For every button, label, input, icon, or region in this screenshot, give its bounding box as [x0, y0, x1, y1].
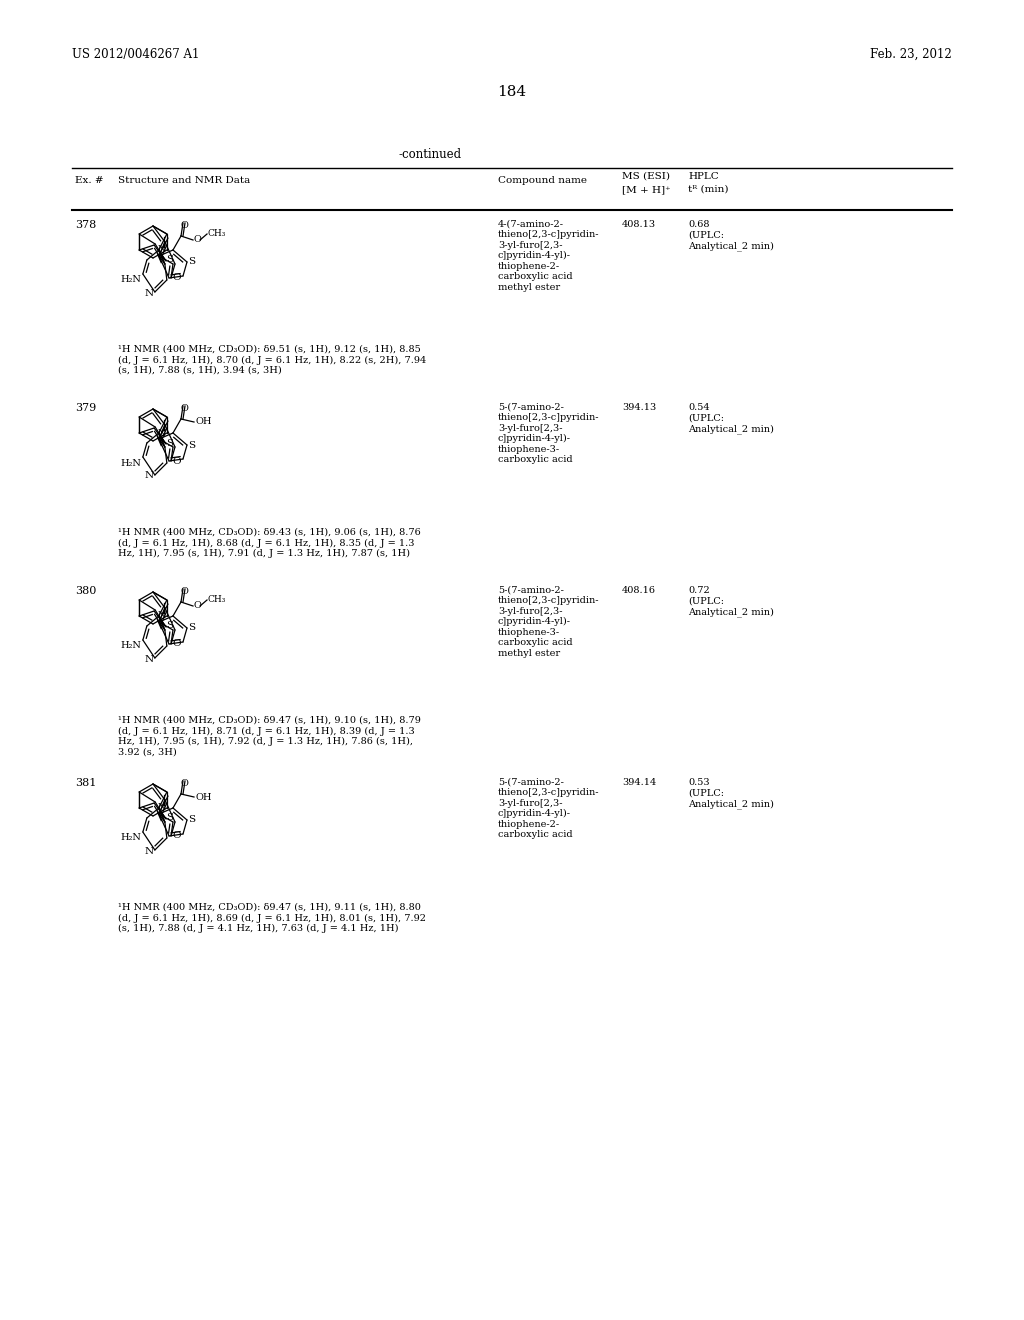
Text: Structure and NMR Data: Structure and NMR Data	[118, 176, 250, 185]
Text: N: N	[144, 471, 154, 480]
Text: N: N	[158, 246, 166, 255]
Text: 0.53
(UPLC:
Analytical_2 min): 0.53 (UPLC: Analytical_2 min)	[688, 777, 774, 809]
Text: Compound name: Compound name	[498, 176, 587, 185]
Text: ¹H NMR (400 MHz, CD₃OD): δ9.47 (s, 1H), 9.10 (s, 1H), 8.79
(d, J = 6.1 Hz, 1H), : ¹H NMR (400 MHz, CD₃OD): δ9.47 (s, 1H), …	[118, 715, 421, 756]
Text: 394.14: 394.14	[622, 777, 656, 787]
Text: 394.13: 394.13	[622, 403, 656, 412]
Text: 379: 379	[75, 403, 96, 413]
Text: ¹H NMR (400 MHz, CD₃OD): δ9.47 (s, 1H), 9.11 (s, 1H), 8.80
(d, J = 6.1 Hz, 1H), : ¹H NMR (400 MHz, CD₃OD): δ9.47 (s, 1H), …	[118, 903, 426, 933]
Text: [M + H]⁺: [M + H]⁺	[622, 185, 671, 194]
Text: N: N	[144, 289, 154, 297]
Text: S: S	[188, 441, 196, 450]
Text: O: O	[180, 220, 188, 230]
Text: CH₃: CH₃	[208, 595, 226, 605]
Text: O: O	[194, 602, 202, 610]
Text: CH₃: CH₃	[208, 230, 226, 239]
Text: N: N	[144, 655, 154, 664]
Text: O: O	[180, 404, 188, 413]
Text: Feb. 23, 2012: Feb. 23, 2012	[870, 48, 951, 61]
Text: tᴿ (min): tᴿ (min)	[688, 185, 728, 194]
Text: O: O	[172, 273, 180, 282]
Text: -continued: -continued	[398, 148, 462, 161]
Text: OH: OH	[195, 792, 212, 801]
Text: 5-(7-amino-2-
thieno[2,3-c]pyridin-
3-yl-furo[2,3-
c]pyridin-4-yl)-
thiophene-2-: 5-(7-amino-2- thieno[2,3-c]pyridin- 3-yl…	[498, 777, 599, 840]
Text: 184: 184	[498, 84, 526, 99]
Text: 408.16: 408.16	[622, 586, 656, 595]
Text: 378: 378	[75, 220, 96, 230]
Text: O: O	[194, 235, 202, 244]
Text: 381: 381	[75, 777, 96, 788]
Text: S: S	[188, 816, 196, 825]
Text: S: S	[166, 813, 173, 822]
Text: 5-(7-amino-2-
thieno[2,3-c]pyridin-
3-yl-furo[2,3-
c]pyridin-4-yl)-
thiophene-3-: 5-(7-amino-2- thieno[2,3-c]pyridin- 3-yl…	[498, 403, 599, 465]
Text: O: O	[180, 779, 188, 788]
Text: N: N	[158, 611, 166, 620]
Text: S: S	[166, 256, 173, 264]
Text: N: N	[158, 804, 166, 813]
Text: S: S	[188, 257, 196, 267]
Text: S: S	[188, 623, 196, 632]
Text: 0.68
(UPLC:
Analytical_2 min): 0.68 (UPLC: Analytical_2 min)	[688, 220, 774, 251]
Text: N: N	[158, 429, 166, 437]
Text: O: O	[172, 832, 180, 841]
Text: 5-(7-amino-2-
thieno[2,3-c]pyridin-
3-yl-furo[2,3-
c]pyridin-4-yl)-
thiophene-3-: 5-(7-amino-2- thieno[2,3-c]pyridin- 3-yl…	[498, 586, 599, 657]
Text: N: N	[144, 846, 154, 855]
Text: O: O	[172, 639, 180, 648]
Text: 408.13: 408.13	[622, 220, 656, 228]
Text: OH: OH	[195, 417, 212, 426]
Text: ¹H NMR (400 MHz, CD₃OD): δ9.43 (s, 1H), 9.06 (s, 1H), 8.76
(d, J = 6.1 Hz, 1H), : ¹H NMR (400 MHz, CD₃OD): δ9.43 (s, 1H), …	[118, 528, 421, 558]
Text: US 2012/0046267 A1: US 2012/0046267 A1	[72, 48, 200, 61]
Text: S: S	[166, 622, 173, 631]
Text: H₂N: H₂N	[120, 458, 141, 467]
Text: H₂N: H₂N	[120, 642, 141, 651]
Text: H₂N: H₂N	[120, 276, 141, 285]
Text: ¹H NMR (400 MHz, CD₃OD): δ9.51 (s, 1H), 9.12 (s, 1H), 8.85
(d, J = 6.1 Hz, 1H), : ¹H NMR (400 MHz, CD₃OD): δ9.51 (s, 1H), …	[118, 345, 426, 375]
Text: 0.72
(UPLC:
Analytical_2 min): 0.72 (UPLC: Analytical_2 min)	[688, 586, 774, 616]
Text: 380: 380	[75, 586, 96, 597]
Text: H₂N: H₂N	[120, 833, 141, 842]
Text: O: O	[180, 587, 188, 597]
Text: 4-(7-amino-2-
thieno[2,3-c]pyridin-
3-yl-furo[2,3-
c]pyridin-4-yl)-
thiophene-2-: 4-(7-amino-2- thieno[2,3-c]pyridin- 3-yl…	[498, 220, 599, 292]
Text: Ex. #: Ex. #	[75, 176, 103, 185]
Text: HPLC: HPLC	[688, 172, 719, 181]
Text: 0.54
(UPLC:
Analytical_2 min): 0.54 (UPLC: Analytical_2 min)	[688, 403, 774, 434]
Text: MS (ESI): MS (ESI)	[622, 172, 670, 181]
Text: S: S	[166, 438, 173, 447]
Text: O: O	[172, 457, 180, 466]
